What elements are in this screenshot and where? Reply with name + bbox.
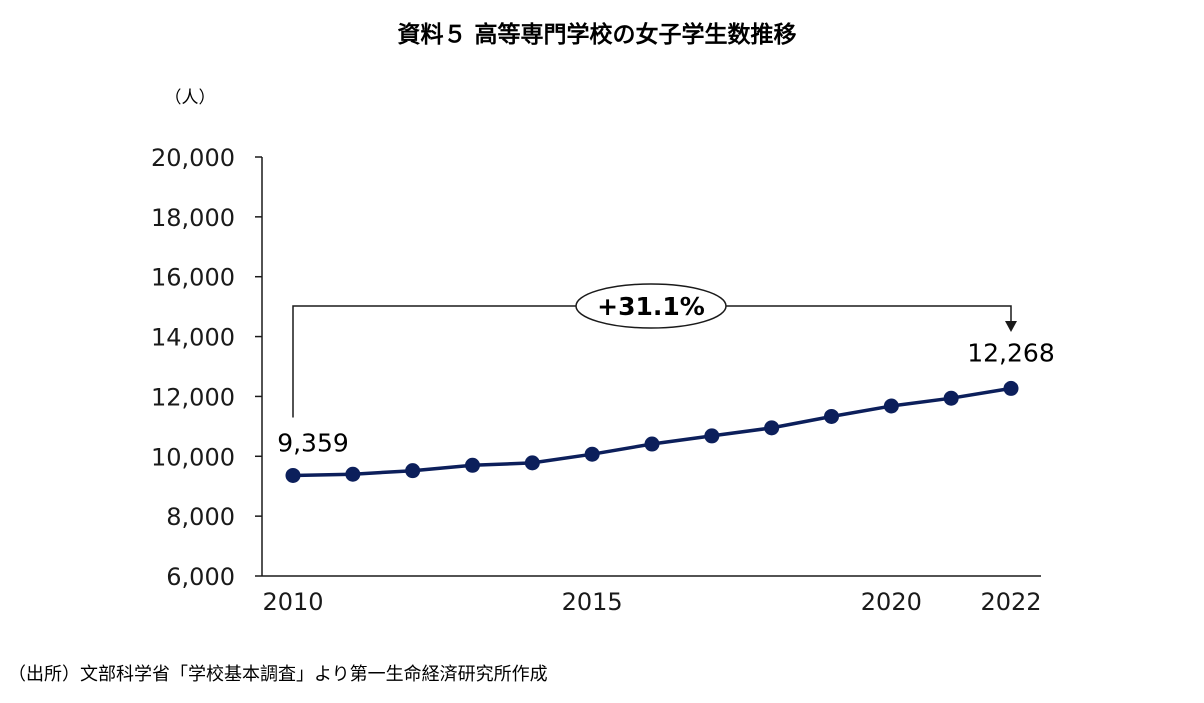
data-point: [764, 420, 780, 436]
data-point: [285, 467, 301, 483]
growth-rate-label: +31.1%: [597, 292, 705, 321]
x-tick-label: 2015: [562, 588, 623, 616]
y-tick-label: 6,000: [166, 563, 235, 591]
data-point: [1003, 380, 1019, 396]
data-point: [824, 408, 839, 424]
x-tick-label: 2020: [861, 588, 922, 616]
data-point: [883, 398, 899, 414]
y-tick-label: 8,000: [166, 503, 235, 531]
data-point: [465, 457, 480, 473]
growth-oval: [575, 283, 727, 329]
chart-title: 資料５ 高等専門学校の女子学生数推移: [397, 21, 796, 48]
data-label-last: 12,268: [967, 338, 1054, 367]
y-tick-label: 18,000: [151, 204, 235, 232]
y-tick-label: 14,000: [151, 324, 235, 352]
data-point: [524, 455, 540, 471]
x-tick-label: 2010: [262, 588, 323, 616]
data-point: [644, 436, 660, 452]
x-tick-label: 2022: [980, 588, 1041, 616]
y-tick-label: 12,000: [151, 383, 235, 411]
y-tick-label: 20,000: [151, 144, 235, 172]
y-tick-label: 10,000: [151, 443, 235, 471]
data-point: [943, 390, 959, 406]
data-label-first: 9,359: [277, 428, 349, 457]
data-point: [584, 446, 600, 462]
data-points: [285, 380, 1019, 483]
x-ticks: 2010 2015 2020 2022: [262, 588, 1041, 616]
y-axis-unit-label: （人）: [165, 88, 216, 108]
growth-annotation: +31.1%: [292, 283, 1017, 418]
series-line: [292, 386, 1012, 478]
axes: [261, 157, 1041, 577]
y-tick-label: 16,000: [151, 264, 235, 292]
data-point: [405, 463, 421, 479]
source-note: （出所）文部科学省「学校基本調査」より第一生命経済研究所作成: [8, 664, 548, 685]
data-point: [704, 428, 720, 444]
y-ticks: 6,000 8,000 10,000 12,000 14,000 16,000 18,000…: [151, 144, 262, 591]
arrow-down-icon: [1005, 321, 1017, 332]
data-point: [345, 466, 361, 482]
